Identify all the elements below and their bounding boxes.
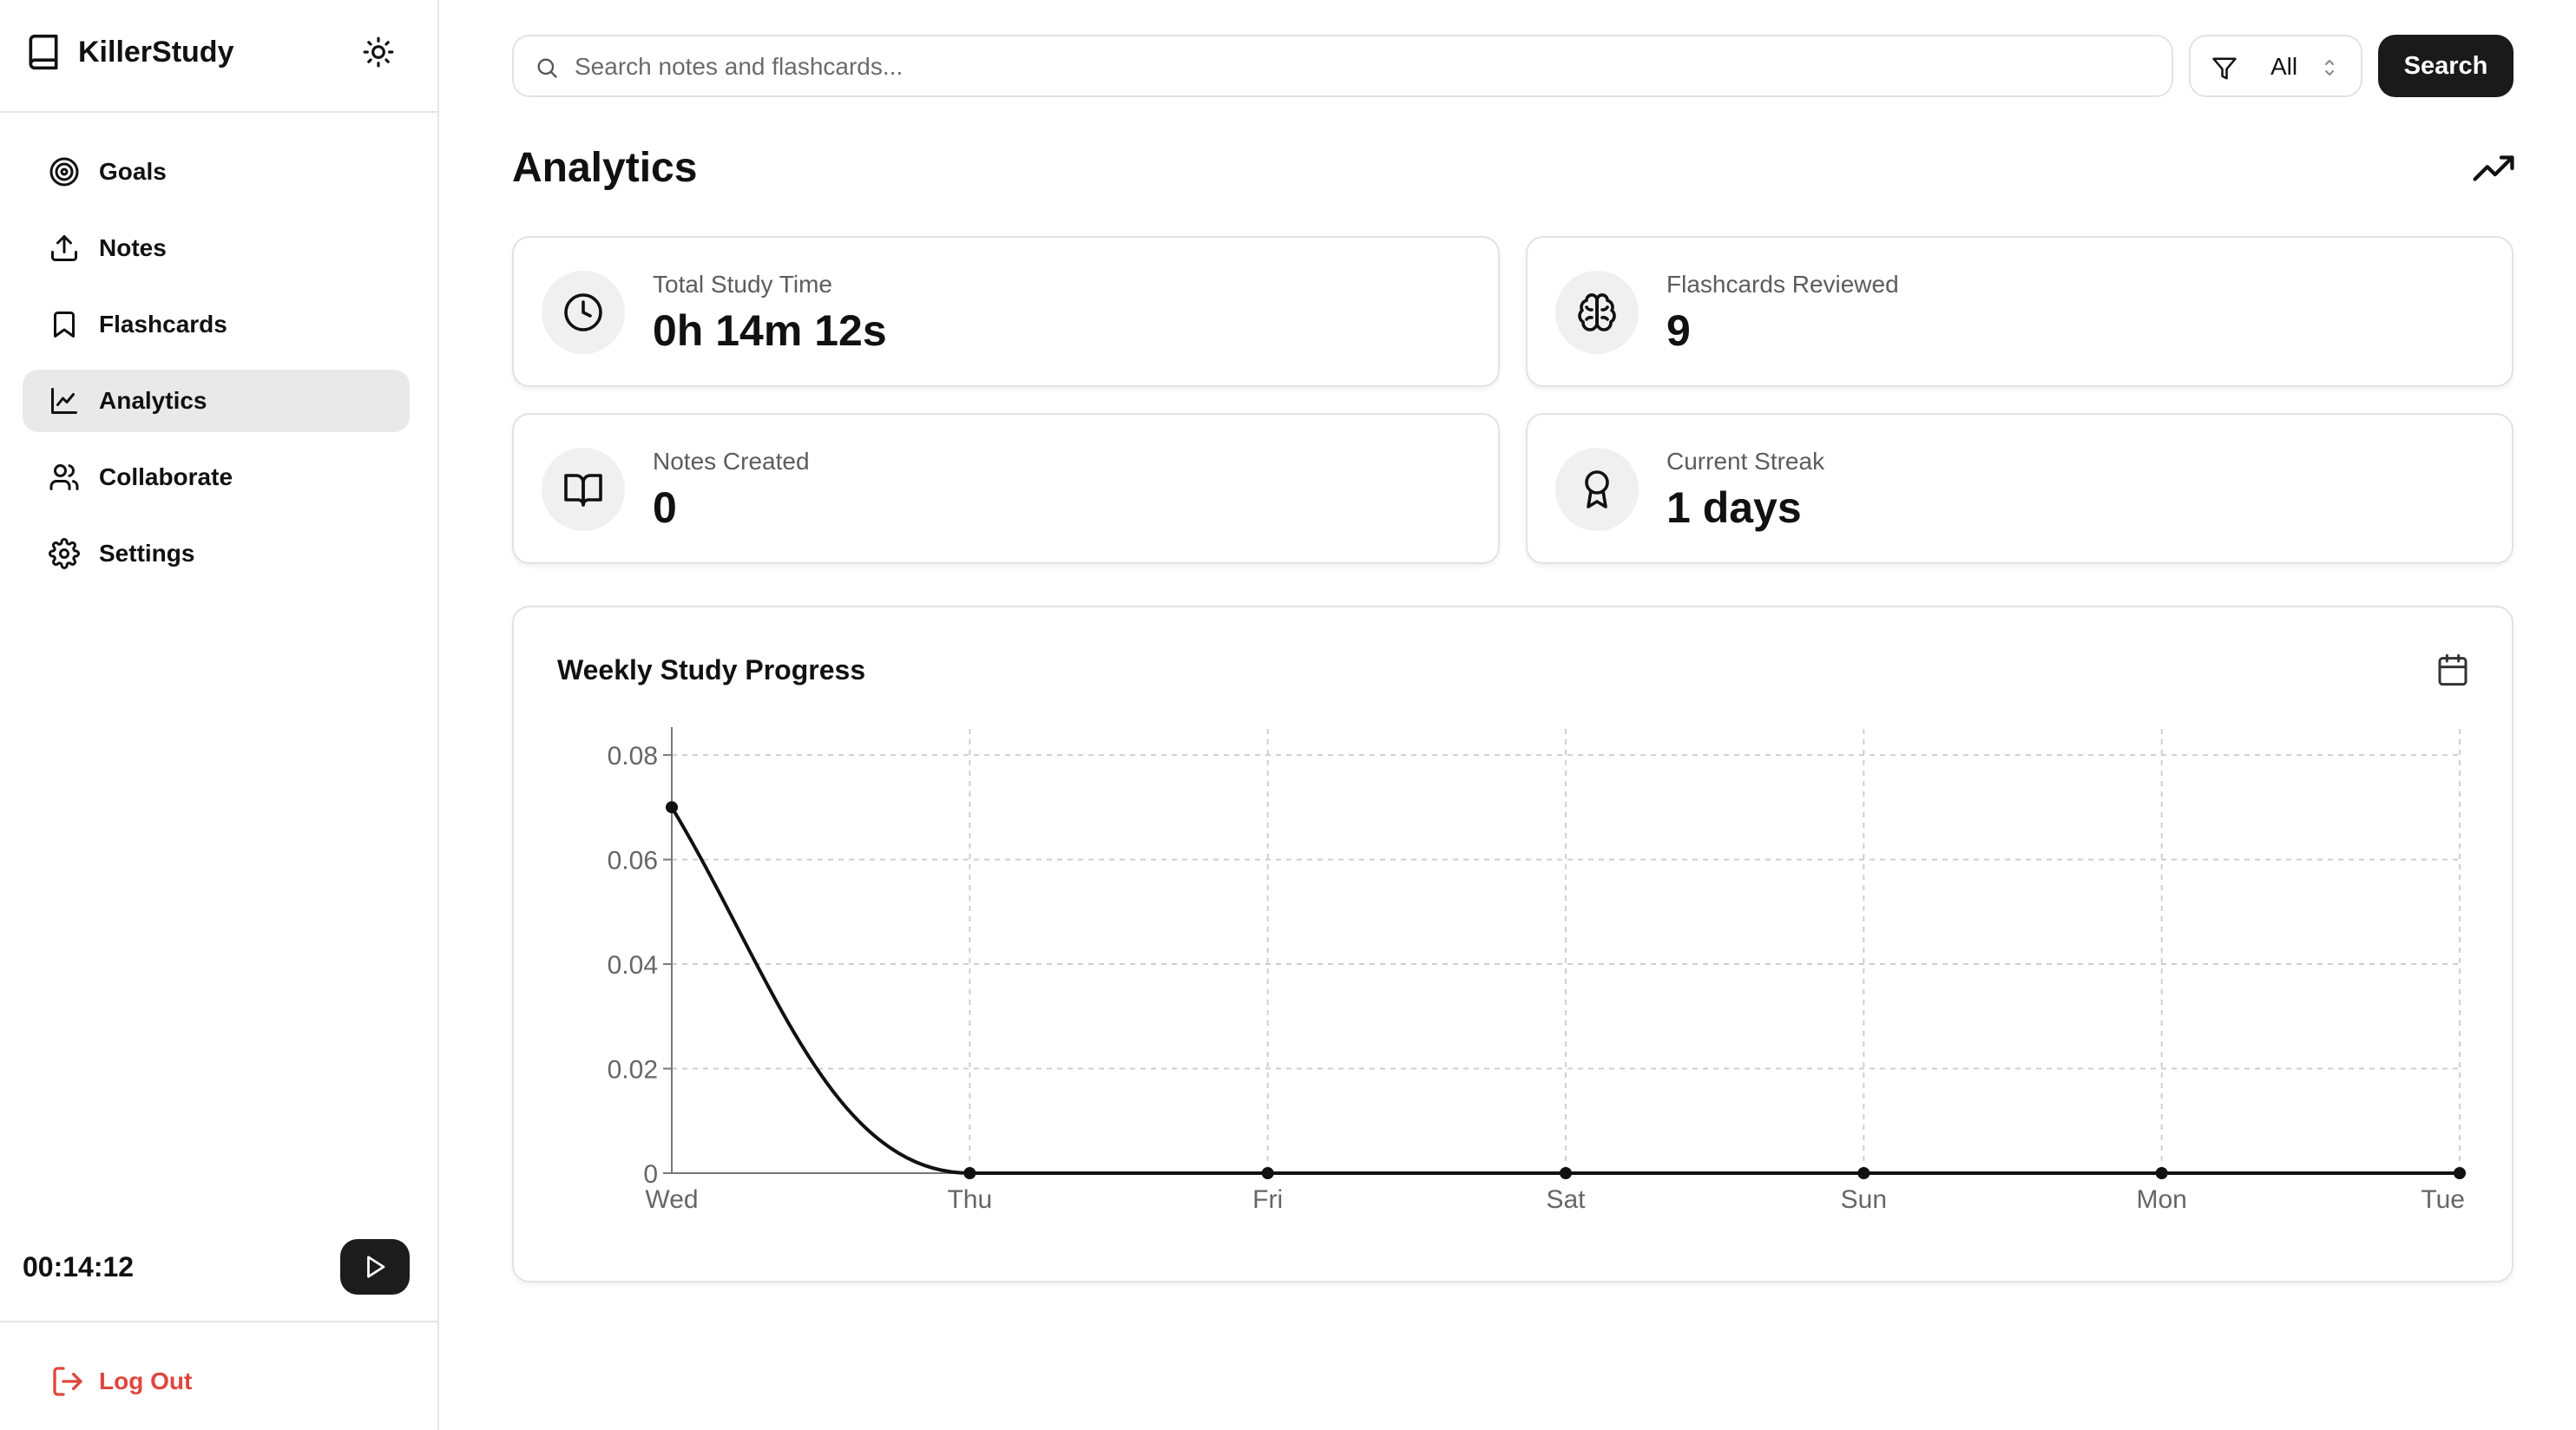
stat-card-current-streak: Current Streak 1 days [1526, 413, 2514, 564]
chevrons-up-down-icon [2325, 60, 2334, 75]
timer-play-button[interactable] [340, 1239, 410, 1295]
stat-card-flashcards-reviewed: Flashcards Reviewed 9 [1526, 236, 2514, 387]
bookmark-icon [54, 312, 75, 338]
logout-section: Log Out [0, 1321, 437, 1430]
theme-toggle-button[interactable] [358, 31, 399, 73]
sidebar-item-notes[interactable]: Notes [23, 217, 410, 279]
stat-label: Notes Created [653, 448, 810, 475]
data-point [1261, 1167, 1274, 1179]
filter-select[interactable]: All [2189, 35, 2362, 97]
gear-icon [49, 538, 80, 569]
sidebar-item-label: Analytics [99, 387, 207, 414]
x-tick-label: Sat [1546, 1185, 1586, 1214]
search-icon [537, 58, 557, 78]
x-tick-label: Fri [1252, 1185, 1283, 1214]
stat-value: 1 days [1666, 483, 1802, 532]
line-chart-icon [51, 388, 77, 414]
data-point [1560, 1167, 1572, 1179]
book-logo-icon [29, 34, 58, 70]
logout-label: Log Out [99, 1368, 193, 1394]
y-tick-label: 0.08 [608, 742, 658, 771]
search-bar [512, 35, 2173, 97]
play-icon [367, 1256, 385, 1278]
log-out-icon [53, 1367, 82, 1396]
x-tick-label: Wed [645, 1185, 698, 1214]
data-point [963, 1167, 976, 1179]
sidebar-item-label: Goals [99, 158, 167, 185]
stat-value: 0 [653, 483, 677, 532]
line-chart: 0 0.02 0.04 0.06 0.08 Wed Thu Fri Sat Sun Mon Tue [608, 727, 2466, 1214]
weekly-progress-card: Weekly Study Progress 0 0.02 0.04 0.06 0.08 W… [512, 606, 2514, 1282]
brand-header: KillerStudy [0, 0, 437, 113]
calendar-icon[interactable] [2435, 653, 2470, 687]
sidebar-item-label: Notes [99, 234, 167, 261]
stat-card-notes-created: Notes Created 0 [512, 413, 1500, 564]
data-point [2454, 1167, 2466, 1179]
stat-label: Total Study Time [653, 271, 832, 298]
y-tick-label: 0.02 [608, 1056, 658, 1085]
filter-value: All [2270, 53, 2298, 80]
sidebar-item-analytics[interactable]: Analytics [23, 370, 410, 432]
stat-value: 9 [1666, 306, 1691, 355]
page-title: Analytics [512, 145, 698, 191]
stat-icon-container [1555, 271, 1639, 354]
study-timer: 00:14:12 [23, 1251, 135, 1282]
y-tick-label: 0.06 [608, 847, 658, 876]
data-point [666, 801, 678, 814]
x-tick-label: Thu [947, 1185, 992, 1214]
brain-icon [1578, 293, 1616, 331]
sidebar: KillerStudy Goals Notes Flashcards Analy… [0, 0, 439, 1430]
stat-card-study-time: Total Study Time 0h 14m 12s [512, 236, 1500, 387]
sidebar-item-label: Settings [99, 540, 195, 567]
search-button[interactable]: Search [2378, 35, 2514, 97]
sidebar-item-label: Flashcards [99, 311, 227, 338]
stat-icon-container [542, 271, 625, 354]
stat-label: Flashcards Reviewed [1666, 271, 1899, 298]
book-open-icon [564, 474, 602, 507]
sidebar-item-flashcards[interactable]: Flashcards [23, 293, 410, 356]
upload-icon [51, 235, 77, 261]
app-name: KillerStudy [78, 36, 234, 69]
sidebar-item-collaborate[interactable]: Collaborate [23, 446, 410, 508]
clock-icon [564, 293, 602, 331]
filter-icon [2212, 57, 2237, 80]
x-tick-label: Mon [2136, 1185, 2186, 1214]
search-input[interactable] [575, 49, 2154, 85]
stat-label: Current Streak [1666, 448, 1825, 475]
stat-icon-container [1555, 448, 1639, 531]
users-icon [49, 464, 79, 490]
y-tick-label: 0 [643, 1160, 658, 1189]
sidebar-item-settings[interactable]: Settings [23, 522, 410, 585]
x-tick-label: Tue [2421, 1185, 2465, 1214]
x-tick-label: Sun [1841, 1185, 1887, 1214]
award-icon [1585, 470, 1609, 508]
sidebar-item-goals[interactable]: Goals [23, 141, 410, 203]
stat-icon-container [542, 448, 625, 531]
target-icon [49, 157, 79, 187]
logout-button[interactable]: Log Out [50, 1364, 192, 1399]
data-point [2155, 1167, 2168, 1179]
data-point [1857, 1167, 1870, 1179]
y-tick-label: 0.04 [608, 951, 658, 980]
stat-value: 0h 14m 12s [653, 306, 887, 355]
trending-up-icon [2473, 155, 2514, 181]
sidebar-item-label: Collaborate [99, 463, 233, 490]
chart-title: Weekly Study Progress [557, 654, 866, 685]
sun-icon [363, 36, 394, 68]
